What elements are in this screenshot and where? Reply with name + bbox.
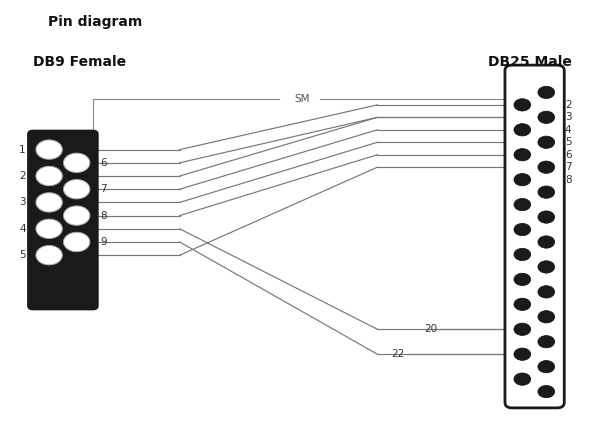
Text: 6: 6 bbox=[565, 150, 571, 160]
Text: 8: 8 bbox=[100, 211, 107, 220]
Circle shape bbox=[538, 186, 555, 198]
Circle shape bbox=[514, 373, 531, 385]
Text: 6: 6 bbox=[100, 158, 107, 168]
Circle shape bbox=[538, 336, 555, 348]
Text: 4: 4 bbox=[565, 125, 571, 135]
Circle shape bbox=[538, 86, 555, 99]
Text: 8: 8 bbox=[565, 175, 571, 185]
Circle shape bbox=[63, 206, 90, 225]
Text: 5: 5 bbox=[565, 137, 571, 147]
Text: 3: 3 bbox=[19, 198, 26, 207]
Text: 2: 2 bbox=[19, 171, 26, 181]
Circle shape bbox=[36, 219, 62, 238]
Circle shape bbox=[514, 173, 531, 186]
Circle shape bbox=[538, 261, 555, 273]
Circle shape bbox=[538, 161, 555, 173]
Circle shape bbox=[36, 246, 62, 265]
Text: 7: 7 bbox=[565, 162, 571, 172]
Circle shape bbox=[538, 236, 555, 248]
Circle shape bbox=[514, 99, 531, 111]
Text: DB25 Male: DB25 Male bbox=[488, 55, 572, 69]
Text: 22: 22 bbox=[391, 349, 404, 359]
Circle shape bbox=[514, 273, 531, 286]
Circle shape bbox=[514, 198, 531, 211]
Circle shape bbox=[514, 124, 531, 136]
Circle shape bbox=[514, 224, 531, 236]
Circle shape bbox=[36, 166, 62, 186]
Text: Pin diagram: Pin diagram bbox=[48, 15, 142, 29]
Circle shape bbox=[538, 111, 555, 124]
Circle shape bbox=[63, 180, 90, 199]
Circle shape bbox=[63, 232, 90, 252]
Text: 7: 7 bbox=[100, 184, 107, 194]
Text: 2: 2 bbox=[565, 100, 571, 110]
Circle shape bbox=[538, 136, 555, 148]
Text: 1: 1 bbox=[19, 145, 26, 154]
Circle shape bbox=[538, 360, 555, 373]
Circle shape bbox=[36, 140, 62, 159]
Text: 5: 5 bbox=[19, 250, 26, 260]
Circle shape bbox=[514, 348, 531, 360]
Circle shape bbox=[514, 323, 531, 335]
Circle shape bbox=[63, 153, 90, 172]
Circle shape bbox=[538, 286, 555, 298]
Circle shape bbox=[538, 385, 555, 398]
Circle shape bbox=[36, 193, 62, 212]
FancyBboxPatch shape bbox=[28, 131, 98, 309]
Text: DB9 Female: DB9 Female bbox=[33, 55, 126, 69]
Circle shape bbox=[538, 311, 555, 323]
Circle shape bbox=[514, 298, 531, 311]
Text: 9: 9 bbox=[100, 237, 107, 247]
Circle shape bbox=[514, 149, 531, 161]
Text: 20: 20 bbox=[424, 324, 437, 334]
Circle shape bbox=[538, 211, 555, 223]
FancyBboxPatch shape bbox=[505, 65, 564, 408]
Circle shape bbox=[514, 248, 531, 260]
Text: 3: 3 bbox=[565, 112, 571, 122]
Text: SM: SM bbox=[295, 94, 310, 104]
Text: 4: 4 bbox=[19, 224, 26, 234]
